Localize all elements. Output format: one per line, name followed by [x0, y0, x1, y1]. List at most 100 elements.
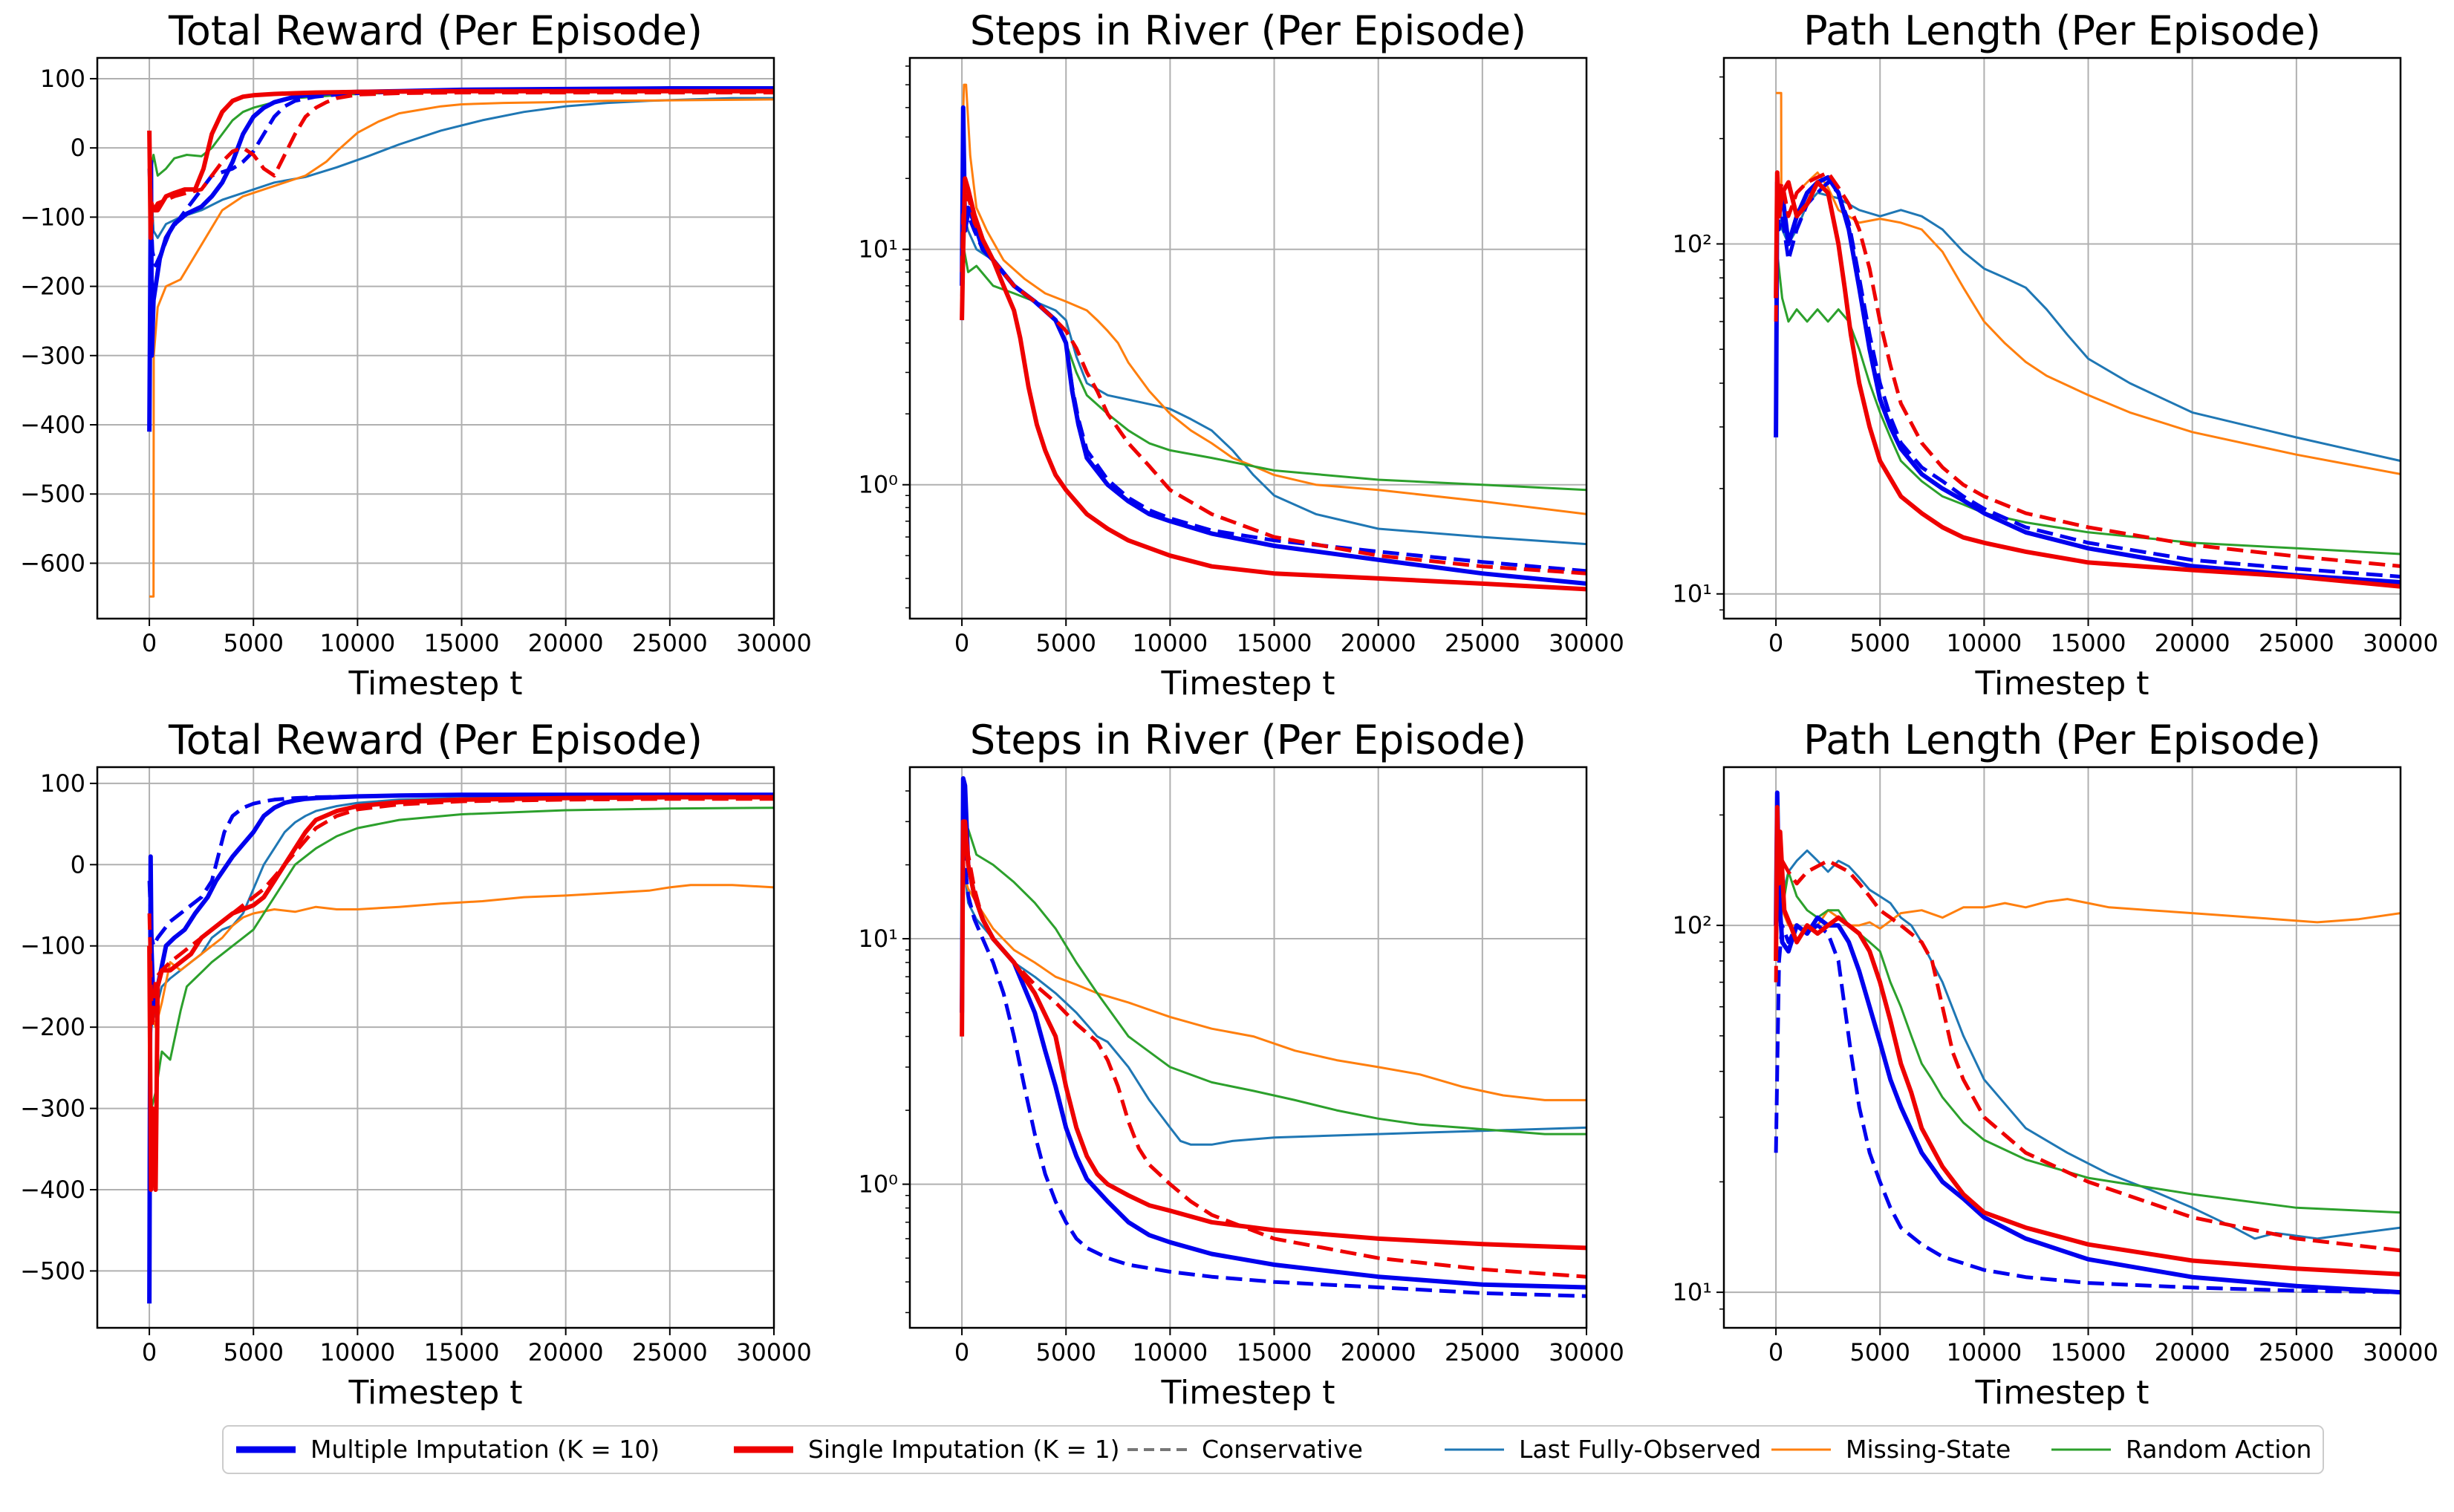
series-line-single-imputation-k-1-conservative: [1774, 170, 2401, 568]
legend-label: Conservative: [1202, 1435, 1363, 1464]
x-tick-label: 30000: [2363, 629, 2438, 657]
legend-label: Missing-State: [1846, 1435, 2011, 1464]
chart-title: Steps in River (Per Episode): [970, 717, 1526, 763]
series-line-random-action: [1774, 258, 2401, 555]
legend: Multiple Imputation (K = 10) Single Imput…: [222, 1425, 2324, 1474]
x-tick-label: 20000: [2155, 629, 2230, 657]
y-tick-label: 100: [40, 769, 85, 798]
series-line-multiple-imputation-k-10: [1774, 175, 2401, 584]
x-tick-label: 20000: [2155, 1338, 2230, 1366]
plot-frame: [908, 56, 1588, 620]
x-axis-label: Timestep t: [1160, 1374, 1335, 1412]
y-tick-label: 10⁰: [858, 1170, 898, 1199]
plot-frame: [908, 766, 1588, 1329]
series-line-last-fully-observed: [148, 794, 774, 1068]
series-line-last-fully-observed: [148, 97, 774, 239]
x-tick-label: 15000: [1237, 629, 1312, 657]
x-tick-label: 5000: [224, 1338, 284, 1366]
x-tick-label: 0: [142, 629, 157, 657]
x-tick-label: 10000: [1946, 1338, 2022, 1366]
y-tick-label: −400: [20, 411, 85, 439]
series-line-single-imputation-k-1-conservative: [960, 819, 1586, 1279]
series-line-missing-state: [149, 98, 774, 598]
x-tick-label: 25000: [2259, 1338, 2334, 1366]
x-tick-label: 0: [954, 629, 969, 657]
x-tick-label: 10000: [319, 629, 395, 657]
y-tick-label: −500: [20, 480, 85, 508]
x-tick-label: 15000: [2051, 629, 2126, 657]
y-tick-label: −500: [20, 1257, 85, 1285]
legend-label: Random Action: [2126, 1435, 2311, 1464]
x-tick-label: 15000: [424, 629, 500, 657]
series-line-random-action: [1774, 870, 2401, 1214]
series-line-random-action: [148, 806, 774, 1110]
chart-title: Path Length (Per Episode): [1803, 717, 2321, 763]
x-tick-label: 25000: [1445, 629, 1520, 657]
chart-panel-2: 0 5000 10000 15000 20000 25000 30000 10¹ 10⁰ Step…: [858, 7, 1624, 703]
x-tick-label: 25000: [2259, 629, 2334, 657]
y-tick-label: 10¹: [1672, 580, 1712, 608]
x-tick-label: 10000: [319, 1338, 395, 1366]
x-tick-label: 15000: [2051, 1338, 2126, 1366]
plot-frame: [96, 56, 775, 620]
x-tick-label: 5000: [1036, 1338, 1096, 1366]
series-line-multiple-imputation-k-10-conservative: [147, 792, 774, 948]
series-line-single-imputation-k-1: [960, 819, 1586, 1251]
chart-title: Steps in River (Per Episode): [970, 7, 1526, 54]
x-axis-label: Timestep t: [1160, 665, 1335, 703]
y-tick-label: −200: [20, 1013, 85, 1041]
series-line-random-action: [960, 248, 1586, 492]
series-line-single-imputation-k-1-conservative: [960, 193, 1586, 576]
y-tick-label: 10¹: [858, 235, 898, 264]
chart-panel-3: 0 5000 10000 15000 20000 25000 30000 10² 10¹ Path…: [1672, 7, 2438, 703]
y-tick-label: 10¹: [858, 925, 898, 953]
x-tick-label: 20000: [528, 629, 604, 657]
x-tick-label: 5000: [1850, 629, 1910, 657]
y-tick-label: 10²: [1672, 911, 1712, 939]
x-tick-label: 5000: [1850, 1338, 1910, 1366]
x-axis-label: Timestep t: [1974, 1374, 2149, 1412]
x-tick-label: 30000: [1549, 1338, 1624, 1366]
x-tick-label: 10000: [1132, 629, 1208, 657]
y-tick-label: 0: [71, 134, 85, 162]
chart-title: Total Reward (Per Episode): [168, 717, 703, 763]
legend-label: Last Fully-Observed: [1519, 1435, 1761, 1464]
x-axis-label: Timestep t: [348, 1374, 522, 1412]
series-line-random-action: [960, 827, 1586, 1135]
x-tick-label: 15000: [1237, 1338, 1312, 1366]
chart-panel-5: 0 5000 10000 15000 20000 25000 30000 10¹ 10⁰ Step…: [858, 717, 1624, 1412]
legend-label: Single Imputation (K = 1): [808, 1435, 1120, 1464]
x-tick-label: 25000: [632, 629, 708, 657]
plot-frame: [1722, 56, 2402, 620]
x-tick-label: 30000: [736, 629, 812, 657]
x-tick-label: 0: [1768, 1338, 1783, 1366]
x-axis-label: Timestep t: [1974, 665, 2149, 703]
y-tick-label: −100: [20, 203, 85, 231]
x-tick-label: 25000: [1445, 1338, 1520, 1366]
y-tick-label: 10¹: [1672, 1278, 1712, 1306]
chart-panel-4: 0 5000 10000 15000 20000 25000 30000 100 0 −100 −2…: [20, 717, 812, 1412]
y-tick-label: −300: [20, 1095, 85, 1123]
y-tick-label: −100: [20, 932, 85, 960]
x-tick-label: 20000: [528, 1338, 604, 1366]
x-tick-label: 20000: [1341, 1338, 1416, 1366]
y-tick-label: 0: [71, 850, 85, 879]
x-axis-label: Timestep t: [348, 665, 522, 703]
series-line-multiple-imputation-k-10: [1774, 790, 2401, 1295]
series-line-single-imputation-k-1-conservative: [1774, 858, 2401, 1253]
series-line-missing-state: [960, 875, 1586, 1101]
plot-frame: [1722, 766, 2402, 1329]
y-tick-label: −600: [20, 549, 85, 577]
x-tick-label: 0: [954, 1338, 969, 1366]
y-tick-label: −200: [20, 273, 85, 301]
x-tick-label: 30000: [2363, 1338, 2438, 1366]
x-tick-label: 25000: [632, 1338, 708, 1366]
chart-panel-1: 0 5000 10000 15000 20000 25000 30000 100 0 −100 −2…: [20, 7, 812, 703]
y-tick-label: −300: [20, 342, 85, 370]
y-tick-label: 10²: [1672, 229, 1712, 258]
x-tick-label: 5000: [224, 629, 284, 657]
chart-panel-6: 0 5000 10000 15000 20000 25000 30000 10² 10¹ Path…: [1672, 717, 2438, 1412]
series-line-multiple-imputation-k-10-conservative: [1774, 923, 2401, 1294]
legend-label: Multiple Imputation (K = 10): [310, 1435, 660, 1464]
